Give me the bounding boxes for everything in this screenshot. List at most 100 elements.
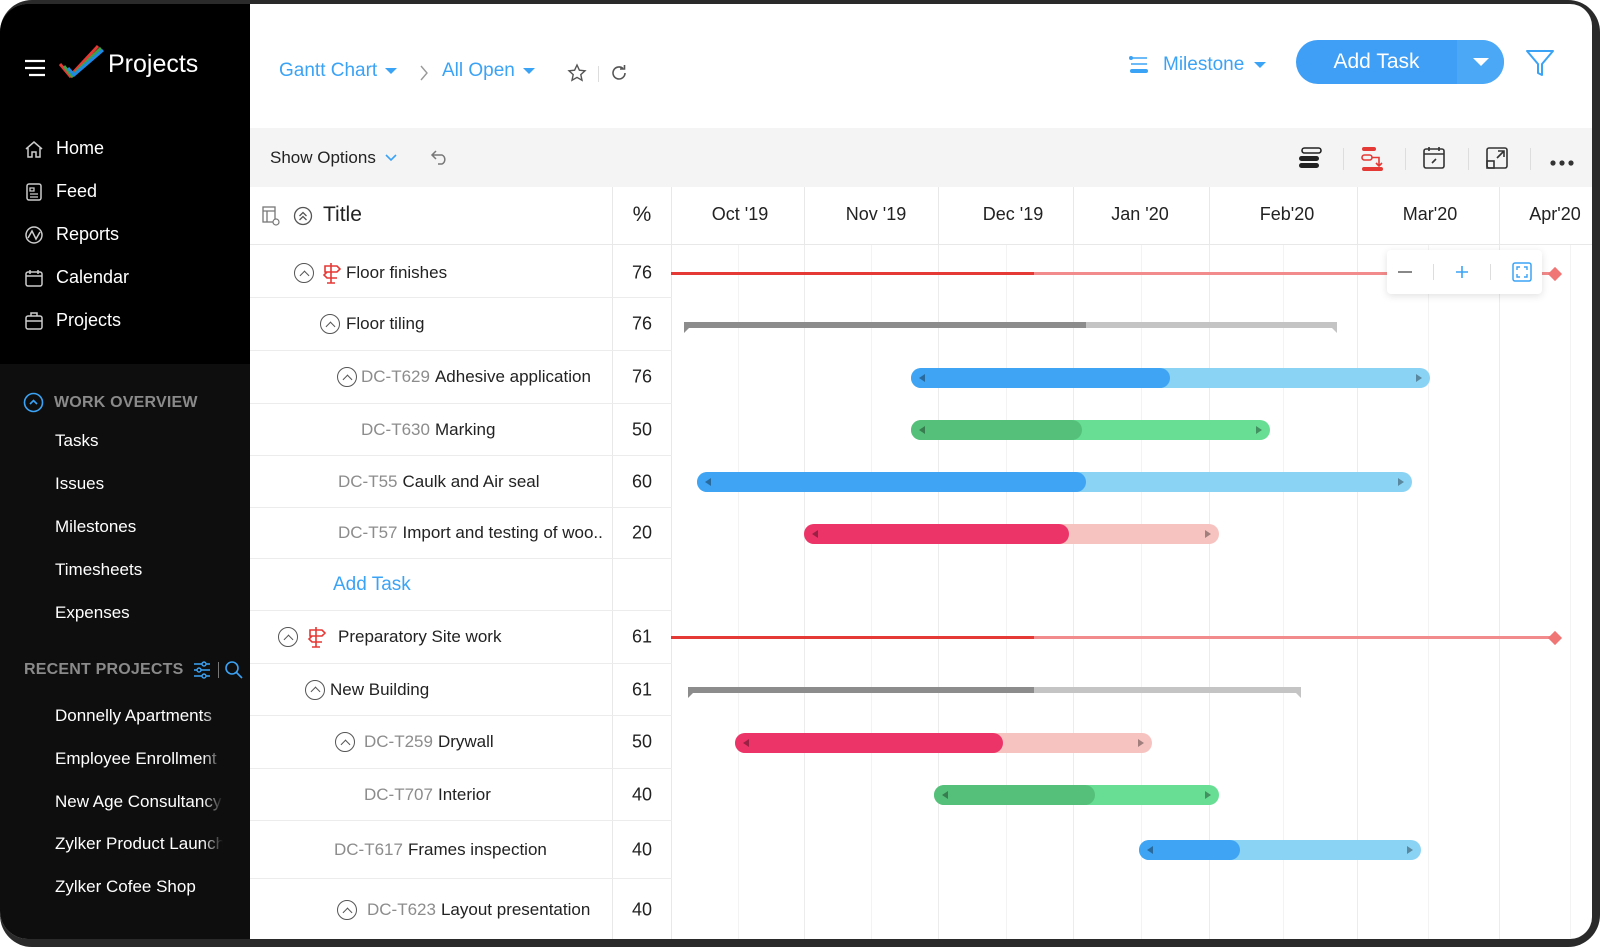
task-row[interactable]: Preparatory Site work 61 [250,611,672,664]
zoom-out-icon[interactable] [1397,271,1412,273]
drag-end-handle-icon[interactable] [1407,846,1414,854]
filter-sliders-icon[interactable] [192,660,212,685]
zoom-in-icon[interactable] [1455,265,1469,279]
recent-project-item[interactable]: New Age Consultancy [55,792,222,811]
task-row[interactable]: DC-T617 Frames inspection 40 [250,821,672,879]
undo-icon[interactable] [430,148,450,171]
task-row[interactable]: DC-T55 Caulk and Air seal 60 [250,456,672,508]
task-name[interactable]: Adhesive application [434,367,591,386]
fit-to-screen-icon[interactable] [1511,262,1532,282]
drag-end-handle-icon[interactable] [1137,738,1144,747]
nav-home[interactable]: Home [24,138,104,159]
gantt-chart-dropdown[interactable]: Gantt Chart [279,60,398,82]
task-name[interactable]: Interior [437,784,491,804]
collapse-toggle-icon[interactable] [278,627,298,647]
task-name[interactable]: Add Task [333,573,411,595]
filter-icon[interactable] [1524,47,1556,84]
nav-timesheets[interactable]: Timesheets [55,560,143,579]
recent-project-item[interactable]: Zylker Cofee Shop [55,877,196,896]
critical-path-icon[interactable] [1360,146,1386,177]
drag-start-handle-icon[interactable] [1146,846,1153,854]
collapse-toggle-icon[interactable] [337,900,357,920]
task-bar[interactable] [735,732,1152,753]
calendar-view-icon[interactable] [1422,146,1446,175]
star-icon[interactable] [567,63,587,88]
task-bar[interactable] [696,472,1412,492]
task-row[interactable]: DC-T629 Adhesive application 76 [250,351,672,404]
task-row[interactable]: Add Task [250,559,672,611]
title-column-header[interactable]: Title [323,203,362,226]
task-bar[interactable] [1138,840,1422,860]
task-key[interactable]: DC-T630 [361,419,430,439]
nav-tasks[interactable]: Tasks [55,431,99,450]
drag-start-handle-icon[interactable] [704,478,711,486]
collapse-toggle-icon[interactable] [294,263,314,283]
task-name[interactable]: Drywall [437,732,494,751]
drag-start-handle-icon[interactable] [812,529,818,538]
task-name[interactable]: Caulk and Air seal [402,471,540,491]
task-row[interactable]: Floor finishes 76 [250,249,672,298]
task-name[interactable]: Frames inspection [407,839,547,859]
collapse-all-icon[interactable] [293,206,313,231]
task-row[interactable]: DC-T623 Layout presentation 40 [250,879,672,939]
drag-start-handle-icon[interactable] [743,738,750,747]
add-task-button[interactable]: Add Task [1333,50,1420,73]
task-name[interactable]: Marking [434,419,496,439]
drag-end-handle-icon[interactable] [1256,426,1263,434]
drag-end-handle-icon[interactable] [1416,373,1423,382]
recent-project-item[interactable]: Zylker Product Launch [55,834,223,853]
add-task-menu-button[interactable] [1457,40,1504,84]
task-name[interactable]: Layout presentation [440,900,591,919]
search-icon[interactable] [224,660,244,685]
task-name[interactable]: Preparatory Site work [338,627,502,646]
recent-project-item[interactable]: Donnelly Apartments [55,706,212,725]
task-row[interactable]: DC-T259 Drywall 50 [250,716,672,769]
collapse-bars-icon[interactable] [1297,146,1323,175]
collapse-toggle-icon[interactable] [305,679,325,700]
task-bar[interactable] [911,367,1431,388]
task-key[interactable]: DC-T55 [338,471,398,491]
task-name[interactable]: New Building [330,679,430,699]
task-key[interactable]: DC-T259 [364,732,433,751]
milestone-bar[interactable] [671,636,1556,639]
task-bar[interactable] [804,523,1220,544]
drag-end-handle-icon[interactable] [1205,791,1212,799]
drag-end-handle-icon[interactable] [1205,529,1212,538]
nav-projects[interactable]: Projects [24,310,121,331]
task-key[interactable]: DC-T707 [364,784,433,804]
task-key[interactable]: DC-T617 [334,839,403,859]
task-name[interactable]: Floor tiling [346,314,425,333]
task-key[interactable]: DC-T623 [367,900,436,919]
collapse-toggle-icon[interactable] [337,367,357,387]
task-key[interactable]: DC-T629 [361,367,430,386]
task-row[interactable]: DC-T630 Marking 50 [250,404,672,456]
add-task-link[interactable]: Add Task [333,574,411,596]
column-settings-icon[interactable] [262,206,280,231]
more-options-icon[interactable] [1550,154,1574,172]
nav-reports[interactable]: Reports [24,224,119,245]
refresh-icon[interactable] [609,63,629,88]
nav-expenses[interactable]: Expenses [55,603,130,622]
nav-milestones[interactable]: Milestones [55,517,137,536]
task-name[interactable]: Import and testing of woo.. [402,523,603,542]
nav-calendar[interactable]: Calendar [24,267,129,288]
nav-issues[interactable]: Issues [55,474,105,493]
task-key[interactable]: DC-T57 [338,523,398,542]
drag-start-handle-icon[interactable] [941,791,948,799]
task-row[interactable]: New Building 61 [250,664,672,716]
task-bar[interactable] [911,420,1271,440]
task-row[interactable]: DC-T707 Interior 40 [250,769,672,821]
milestone-bar[interactable] [671,272,1556,275]
drag-start-handle-icon[interactable] [919,426,926,434]
collapse-toggle-icon[interactable] [335,732,355,752]
nav-feed[interactable]: Feed [24,181,97,202]
task-bar[interactable] [933,785,1220,805]
percent-column-header[interactable]: % [632,203,652,226]
recent-project-item[interactable]: Employee Enrollment [55,749,217,768]
milestone-dropdown[interactable]: Milestone [1128,54,1267,76]
drag-end-handle-icon[interactable] [1397,478,1404,486]
collapse-work-overview-icon[interactable] [23,392,44,418]
task-name[interactable]: Floor finishes [346,263,448,282]
drag-start-handle-icon[interactable] [919,373,926,382]
task-row[interactable]: Floor tiling 76 [250,298,672,351]
